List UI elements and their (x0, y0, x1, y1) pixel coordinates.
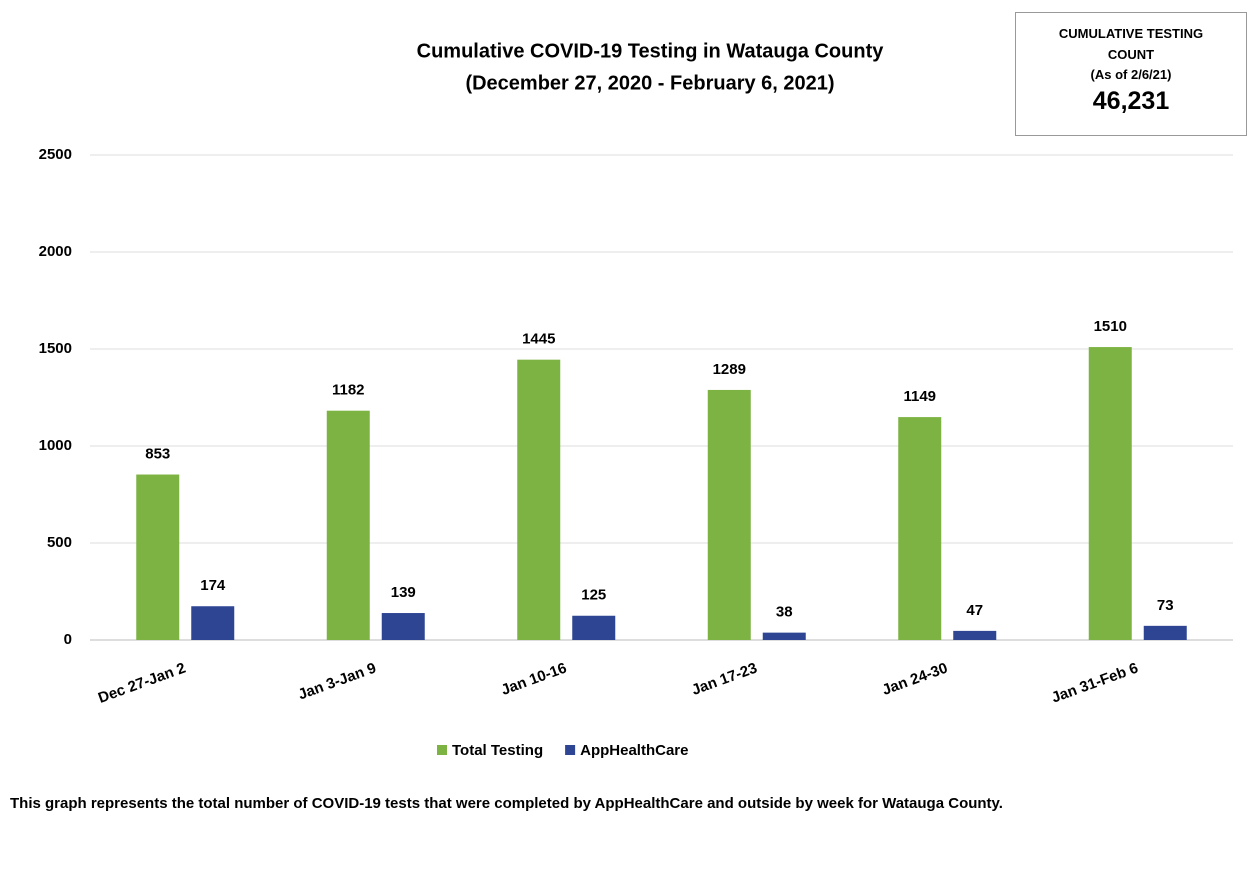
chart-title: Cumulative COVID-19 Testing in Watauga C… (417, 40, 885, 62)
data-label: 125 (581, 587, 606, 604)
bar (517, 359, 561, 640)
legend-swatch (437, 745, 447, 755)
y-tick-label: 2500 (39, 146, 72, 163)
y-tick-label: 1500 (39, 340, 72, 357)
bar (1143, 625, 1187, 640)
bar (1088, 347, 1132, 640)
bar (191, 606, 235, 640)
summary-box: CUMULATIVE TESTING COUNT (As of 2/6/21) … (1015, 12, 1247, 136)
box-title: CUMULATIVE TESTING COUNT (1058, 26, 1204, 62)
x-tick-label: Jan 31-Feb 6 (1049, 660, 1140, 707)
data-label: 38 (776, 604, 793, 621)
data-label: 1510 (1094, 318, 1127, 335)
bar (326, 410, 370, 640)
y-tick-label: 500 (47, 534, 72, 551)
bar (381, 613, 425, 640)
box-subtitle: (As of 2/6/21) (1090, 67, 1172, 82)
bar (136, 474, 180, 640)
bar (953, 630, 997, 640)
data-label: 1289 (713, 361, 746, 378)
box-value: 46,231 (1092, 87, 1170, 115)
data-label: 1182 (332, 382, 365, 399)
data-label: 47 (966, 602, 983, 619)
note: This graph represents the total number o… (10, 795, 1003, 812)
y-tick-label: 1000 (39, 437, 72, 454)
y-tick-label: 0 (64, 631, 72, 648)
data-label: 73 (1157, 597, 1174, 614)
bar (572, 615, 616, 640)
legend-label: Total Testing (452, 742, 543, 759)
bar (898, 417, 942, 640)
x-tick-label: Jan 10-16 (499, 660, 569, 699)
x-tick-label: Jan 24-30 (880, 660, 950, 699)
data-label: 139 (391, 584, 416, 601)
data-label: 174 (200, 577, 226, 594)
x-tick-label: Jan 17-23 (689, 660, 759, 699)
chart-subtitle: (December 27, 2020 - February 6, 2021) (465, 72, 834, 94)
x-tick-label: Jan 3-Jan 9 (296, 660, 379, 704)
bar (762, 632, 806, 640)
x-tick-label: Dec 27-Jan 2 (96, 660, 188, 707)
data-label: 1445 (522, 331, 555, 348)
legend-swatch (565, 745, 576, 755)
legend-label: AppHealthCare (580, 742, 688, 759)
y-tick-label: 2000 (39, 243, 72, 260)
data-label: 853 (145, 445, 170, 462)
data-label: 1149 (903, 388, 936, 405)
bar (707, 389, 751, 640)
